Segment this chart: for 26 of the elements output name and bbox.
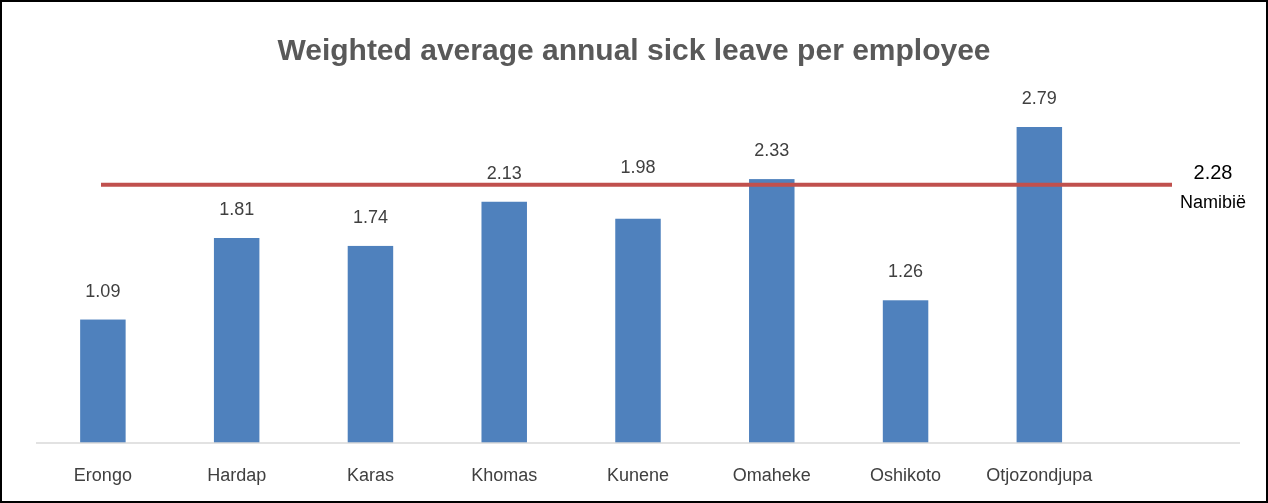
bar bbox=[1016, 127, 1063, 443]
data-label: 1.81 bbox=[219, 199, 255, 219]
bar bbox=[749, 179, 795, 443]
bar bbox=[882, 300, 929, 443]
x-tick-label: Omaheke bbox=[732, 465, 811, 485]
data-label: 1.74 bbox=[352, 206, 388, 227]
bar bbox=[347, 245, 394, 443]
bar bbox=[481, 201, 527, 443]
bar bbox=[615, 218, 661, 443]
x-tick-label: Karas bbox=[346, 465, 394, 485]
x-tick-label: Khomas bbox=[471, 465, 538, 485]
data-label: 1.26 bbox=[888, 261, 924, 282]
x-tick-label: Otjozondjupa bbox=[986, 465, 1094, 485]
x-tick-label: Hardap bbox=[207, 465, 267, 485]
x-tick-label: Kunene bbox=[606, 465, 670, 485]
bar bbox=[80, 319, 126, 443]
data-label: 2.13 bbox=[486, 162, 522, 183]
data-label: 1.98 bbox=[620, 156, 656, 177]
x-tick-label: Erongo bbox=[73, 465, 132, 485]
chart-title: Weighted average annual sick leave per employee bbox=[277, 33, 991, 66]
x-tick-label: Oshikoto bbox=[870, 465, 942, 485]
ref-line-label: 2.28 Namibië bbox=[1179, 160, 1247, 212]
data-label: 2.79 bbox=[1021, 88, 1057, 108]
bar bbox=[213, 238, 260, 443]
data-label: 1.09 bbox=[85, 280, 121, 301]
data-label: 2.33 bbox=[754, 140, 790, 161]
